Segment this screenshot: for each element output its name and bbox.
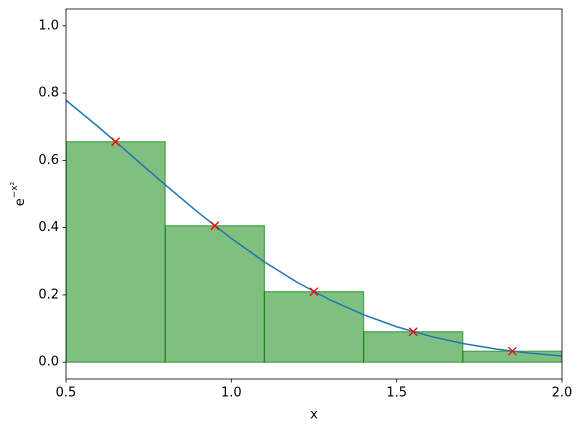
- x-tick-label: 1.0: [221, 386, 242, 401]
- marker: [111, 137, 121, 147]
- bar: [462, 350, 562, 363]
- x-tick-label: 2.0: [552, 386, 573, 401]
- axes-frame: [65, 8, 563, 380]
- bar: [363, 331, 464, 363]
- marker: [210, 221, 220, 231]
- x-axis-label: x: [310, 408, 318, 423]
- bar: [263, 291, 365, 363]
- marker: [507, 346, 517, 356]
- y-tick-label: 1.0: [38, 18, 59, 33]
- plot-area: [66, 99, 562, 363]
- marker: [408, 327, 418, 337]
- y-label-base: e: [13, 198, 28, 206]
- bar: [66, 141, 166, 363]
- y-label-exponent: −x²: [10, 181, 20, 198]
- bar: [164, 225, 265, 363]
- y-tick-label: 0.2: [38, 287, 59, 302]
- y-tick-label: 0.8: [38, 86, 59, 101]
- marker: [309, 287, 319, 297]
- y-tick-label: 0.0: [38, 355, 59, 370]
- x-tick-label: 1.5: [386, 386, 407, 401]
- y-axis-label: e−x²: [10, 181, 28, 206]
- y-tick-label: 0.4: [38, 220, 59, 235]
- x-tick-label: 0.5: [56, 386, 77, 401]
- y-tick-label: 0.6: [38, 153, 59, 168]
